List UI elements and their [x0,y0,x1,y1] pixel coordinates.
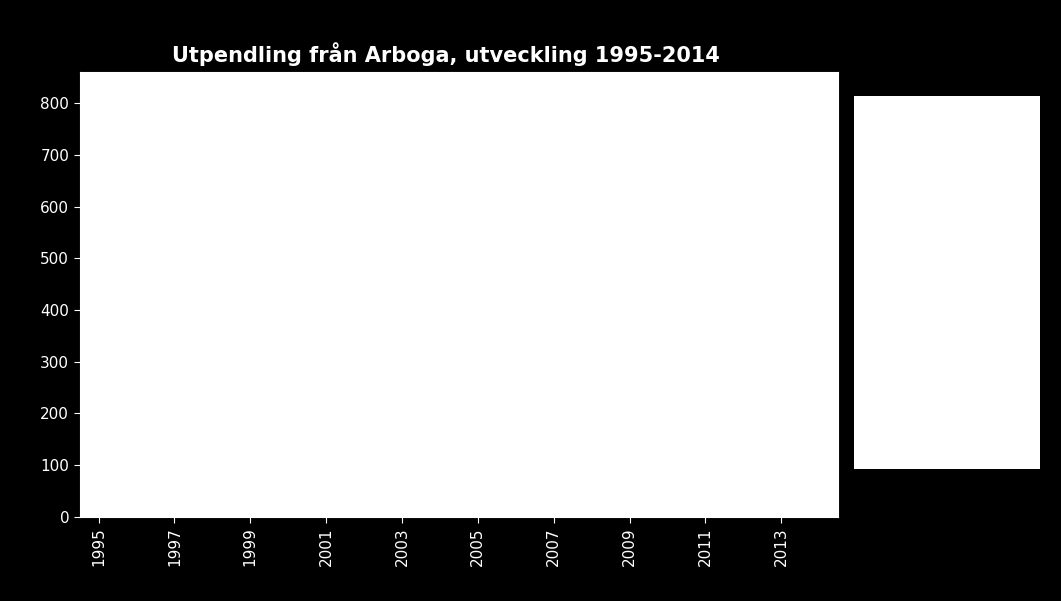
Text: Utpendling från Arboga, utveckling 1995-2014: Utpendling från Arboga, utveckling 1995-… [172,42,719,66]
